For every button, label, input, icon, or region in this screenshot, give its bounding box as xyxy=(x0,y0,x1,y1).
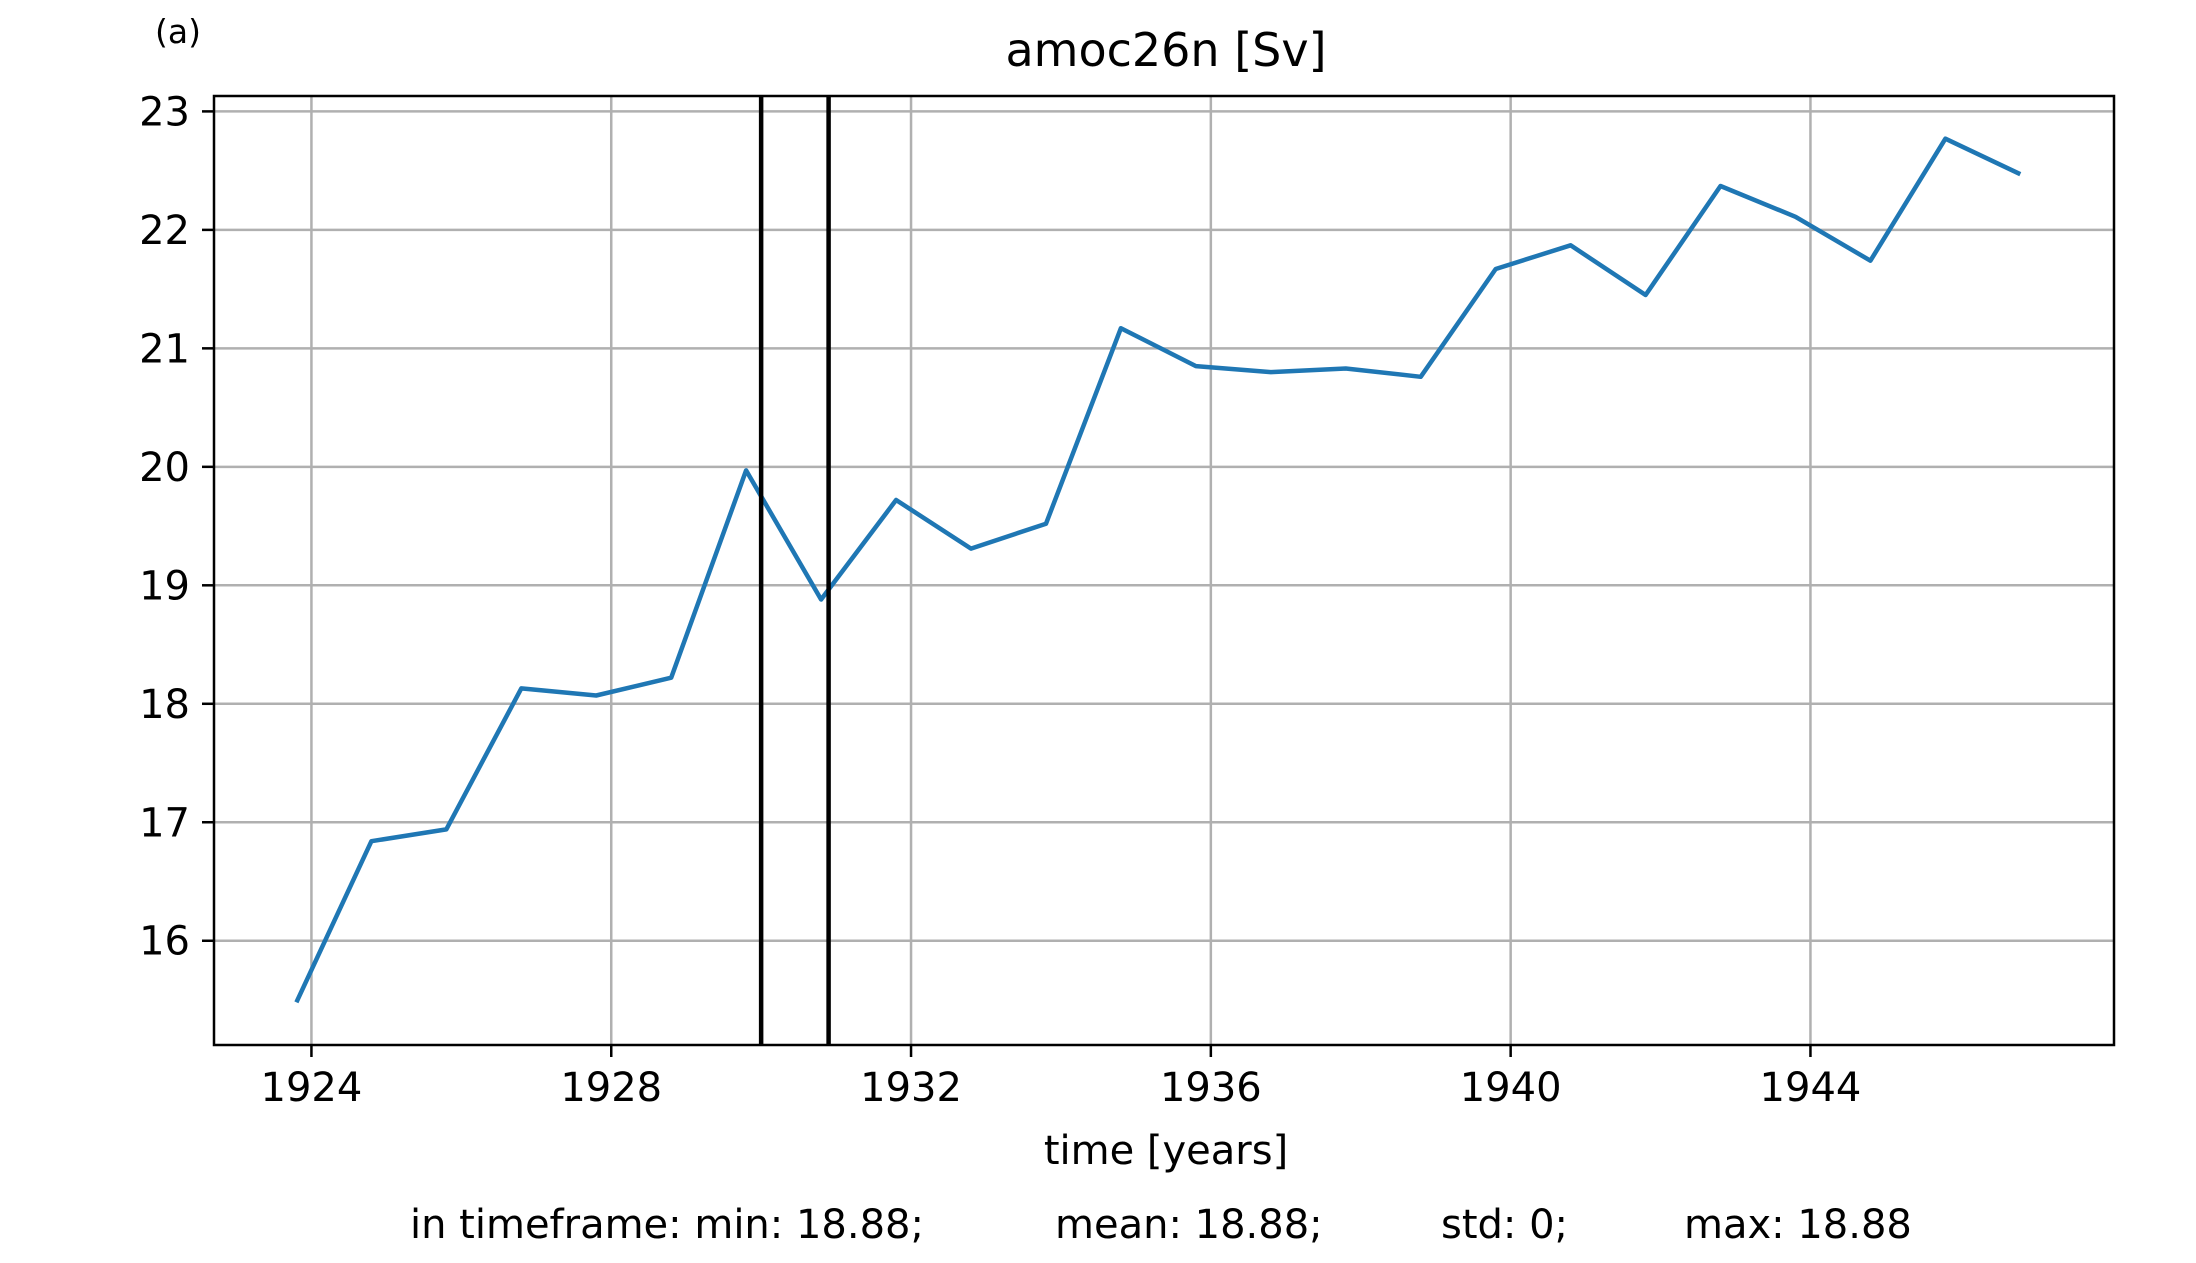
y-tick-label: 21 xyxy=(139,326,190,372)
y-tick-label: 18 xyxy=(139,682,190,728)
stats-std: std: 0; xyxy=(1441,1202,1569,1248)
y-tick-label: 16 xyxy=(139,919,190,965)
axis-ticks: 1924 1928 1932 1936 1940 1944 16 17 18 19 20 21 22 23 xyxy=(139,89,1861,1111)
grid-lines xyxy=(214,96,2114,1045)
x-axis-label: time [years] xyxy=(1044,1128,1288,1174)
x-tick-label: 1944 xyxy=(1760,1065,1862,1111)
stats-max: max: 18.88 xyxy=(1684,1202,1912,1248)
stats-min: in timeframe: min: 18.88; xyxy=(410,1202,924,1248)
y-tick-label: 20 xyxy=(139,445,190,491)
stats-mean: mean: 18.88; xyxy=(1055,1202,1323,1248)
x-tick-label: 1924 xyxy=(261,1065,363,1111)
panel-label: (a) xyxy=(155,12,201,51)
x-tick-label: 1936 xyxy=(1160,1065,1262,1111)
series-layer xyxy=(294,136,2022,1004)
y-tick-label: 17 xyxy=(139,800,190,846)
x-tick-label: 1940 xyxy=(1460,1065,1562,1111)
y-tick-label: 19 xyxy=(139,563,190,609)
plot-frame xyxy=(212,94,2116,1047)
y-tick-label: 22 xyxy=(139,208,190,254)
x-tick-label: 1932 xyxy=(860,1065,962,1111)
chart-title: amoc26n [Sv] xyxy=(1005,23,1326,77)
marker-lines xyxy=(758,96,831,1045)
x-tick-label: 1928 xyxy=(560,1065,662,1111)
series-line xyxy=(294,136,2022,1004)
y-tick-label: 23 xyxy=(139,89,190,135)
